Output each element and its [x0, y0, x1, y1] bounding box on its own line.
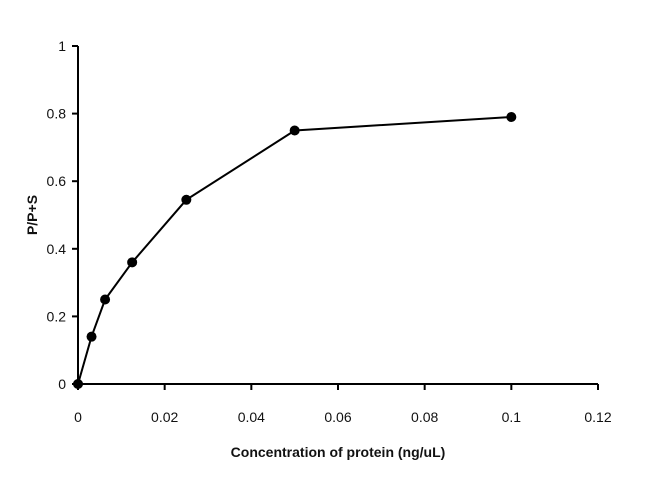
data-point [506, 111, 517, 122]
series-line [77, 116, 512, 385]
data-point [181, 194, 192, 205]
x-tick-label: 0.12 [584, 409, 611, 425]
x-ticks: 0 0.02 0.04 0.06 0.08 0.1 0.12 [74, 384, 612, 425]
x-axis-label: Concentration of protein (ng/uL) [231, 444, 446, 460]
data-point [289, 125, 300, 136]
y-axis-label: P/P+S [24, 195, 40, 235]
data-point [127, 257, 138, 268]
y-tick-label: 0.8 [47, 106, 67, 122]
y-ticks: 0 0.2 0.4 0.6 0.8 1 [47, 38, 78, 392]
x-tick-label: 0.06 [324, 409, 351, 425]
y-tick-label: 0.6 [47, 173, 67, 189]
x-tick-label: 0.02 [151, 409, 178, 425]
y-tick-label: 0.2 [47, 308, 67, 324]
x-tick-label: 0.04 [238, 409, 265, 425]
data-point [100, 294, 111, 305]
axes [77, 46, 598, 385]
x-tick-label: 0.1 [502, 409, 522, 425]
y-tick-label: 0 [58, 376, 66, 392]
x-tick-label: 0.08 [411, 409, 438, 425]
y-tick-label: 0.4 [47, 241, 67, 257]
x-tick-label: 0 [74, 409, 82, 425]
data-point [73, 379, 83, 389]
series-group [73, 111, 517, 389]
y-tick-label: 1 [58, 38, 66, 54]
data-point [86, 331, 97, 342]
